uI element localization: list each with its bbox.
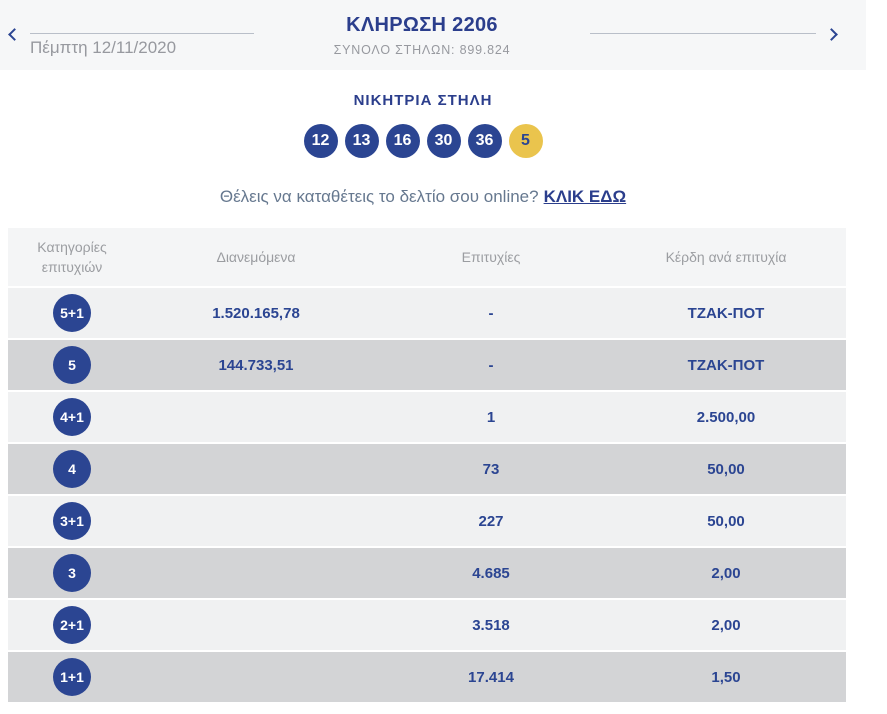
winners-cell: - — [488, 304, 494, 322]
prize-cell: 50,00 — [707, 460, 745, 478]
distributed-cell: 1.520.165,78 — [212, 304, 300, 322]
winning-number-ball: 12 — [303, 124, 338, 158]
next-draw-underline — [590, 33, 816, 34]
chevron-left-icon — [8, 28, 21, 41]
category-ball: 3+1 — [53, 502, 91, 540]
table-body: 5+1 1.520.165,78 - ΤΖΑΚ-ΠΟΤ 5 144.733,51… — [8, 288, 846, 702]
winners-cell: 4.685 — [472, 564, 510, 582]
winners-cell: - — [488, 356, 494, 374]
joker-number-ball: 5 — [508, 124, 543, 158]
winning-number-ball: 13 — [344, 124, 379, 158]
category-cell: 3 — [8, 554, 136, 592]
table-row: 4 73 50,00 — [8, 444, 846, 494]
table-row: 5+1 1.520.165,78 - ΤΖΑΚ-ΠΟΤ — [8, 288, 846, 338]
winners-cell: 17.414 — [468, 668, 514, 686]
previous-draw-button[interactable] — [7, 28, 23, 44]
click-here-link[interactable]: ΚΛΙΚ ΕΔΩ — [543, 187, 627, 206]
draw-results-content: ΝΙΚΗΤΡΙΑ ΣΤΗΛΗ 12 13 16 30 36 5 Θέλεις να κατ… — [0, 70, 846, 702]
next-draw-button[interactable] — [825, 28, 842, 44]
draw-title: ΚΛΗΡΩΣΗ 2206 — [346, 14, 498, 36]
category-cell: 5+1 — [8, 294, 136, 332]
prize-cell: 2,00 — [711, 616, 741, 634]
draw-navigation-bar: Πέμπτη 12/11/2020 ΚΛΗΡΩΣΗ 2206 ΣΥΝΟΛΟ ΣΤ… — [0, 0, 866, 70]
category-cell: 2+1 — [8, 606, 136, 644]
category-ball: 3 — [53, 554, 91, 592]
table-row: 3 4.685 2,00 — [8, 548, 846, 598]
winning-balls: 12 13 16 30 36 5 — [0, 124, 846, 158]
winners-cell: 227 — [478, 512, 504, 530]
winning-number-ball: 30 — [426, 124, 461, 158]
category-ball: 4 — [53, 450, 91, 488]
prize-cell: ΤΖΑΚ-ΠΟΤ — [687, 356, 765, 374]
category-cell: 4+1 — [8, 398, 136, 436]
table-row: 5 144.733,51 - ΤΖΑΚ-ΠΟΤ — [8, 340, 846, 390]
table-row: 1+1 17.414 1,50 — [8, 652, 846, 702]
header-winners: Επιτυχίες — [461, 249, 521, 265]
prize-cell: 2.500,00 — [696, 408, 756, 426]
winning-number-ball: 16 — [385, 124, 420, 158]
prize-cell: 50,00 — [707, 512, 745, 530]
header-prize: Κέρδη ανά επιτυχία — [665, 249, 787, 265]
category-ball: 1+1 — [53, 658, 91, 696]
winning-number-ball: 36 — [467, 124, 502, 158]
prize-cell: 1,50 — [711, 668, 741, 686]
table-row: 4+1 1 2.500,00 — [8, 392, 846, 442]
table-row: 2+1 3.518 2,00 — [8, 600, 846, 650]
online-cta: Θέλεις να καταθέτεις το δελτίο σου onlin… — [0, 187, 846, 207]
table-row: 3+1 227 50,00 — [8, 496, 846, 546]
draw-date-block: Πέμπτη 12/11/2020 — [30, 33, 254, 58]
prize-table: Κατηγορίες επιτυχιών Διανεμόμενα Επιτυχί… — [8, 228, 846, 702]
distributed-cell: 144.733,51 — [218, 356, 294, 374]
category-ball: 5 — [53, 346, 91, 384]
total-columns-label: ΣΥΝΟΛΟ ΣΤΗΛΩΝ: 899.824 — [333, 43, 511, 57]
category-ball: 5+1 — [53, 294, 91, 332]
winning-column-title: ΝΙΚΗΤΡΙΑ ΣΤΗΛΗ — [353, 92, 493, 109]
draw-heading: ΚΛΗΡΩΣΗ 2206 ΣΥΝΟΛΟ ΣΤΗΛΩΝ: 899.824 — [252, 14, 592, 57]
category-ball: 4+1 — [53, 398, 91, 436]
category-cell: 3+1 — [8, 502, 136, 540]
prize-cell: 2,00 — [711, 564, 741, 582]
category-cell: 1+1 — [8, 658, 136, 696]
date-underline — [30, 33, 254, 34]
category-cell: 4 — [8, 450, 136, 488]
prize-cell: ΤΖΑΚ-ΠΟΤ — [687, 304, 765, 322]
header-categories: Κατηγορίες επιτυχιών — [37, 238, 107, 275]
winners-cell: 73 — [482, 460, 500, 478]
winners-cell: 1 — [486, 408, 496, 426]
header-distributed: Διανεμόμενα — [216, 249, 296, 265]
category-cell: 5 — [8, 346, 136, 384]
prize-table-header: Κατηγορίες επιτυχιών Διανεμόμενα Επιτυχί… — [8, 228, 846, 286]
online-cta-question: Θέλεις να καταθέτεις το δελτίο σου onlin… — [219, 187, 539, 206]
category-ball: 2+1 — [53, 606, 91, 644]
chevron-right-icon — [825, 28, 838, 41]
draw-date-label: Πέμπτη 12/11/2020 — [30, 38, 177, 57]
winners-cell: 3.518 — [472, 616, 510, 634]
